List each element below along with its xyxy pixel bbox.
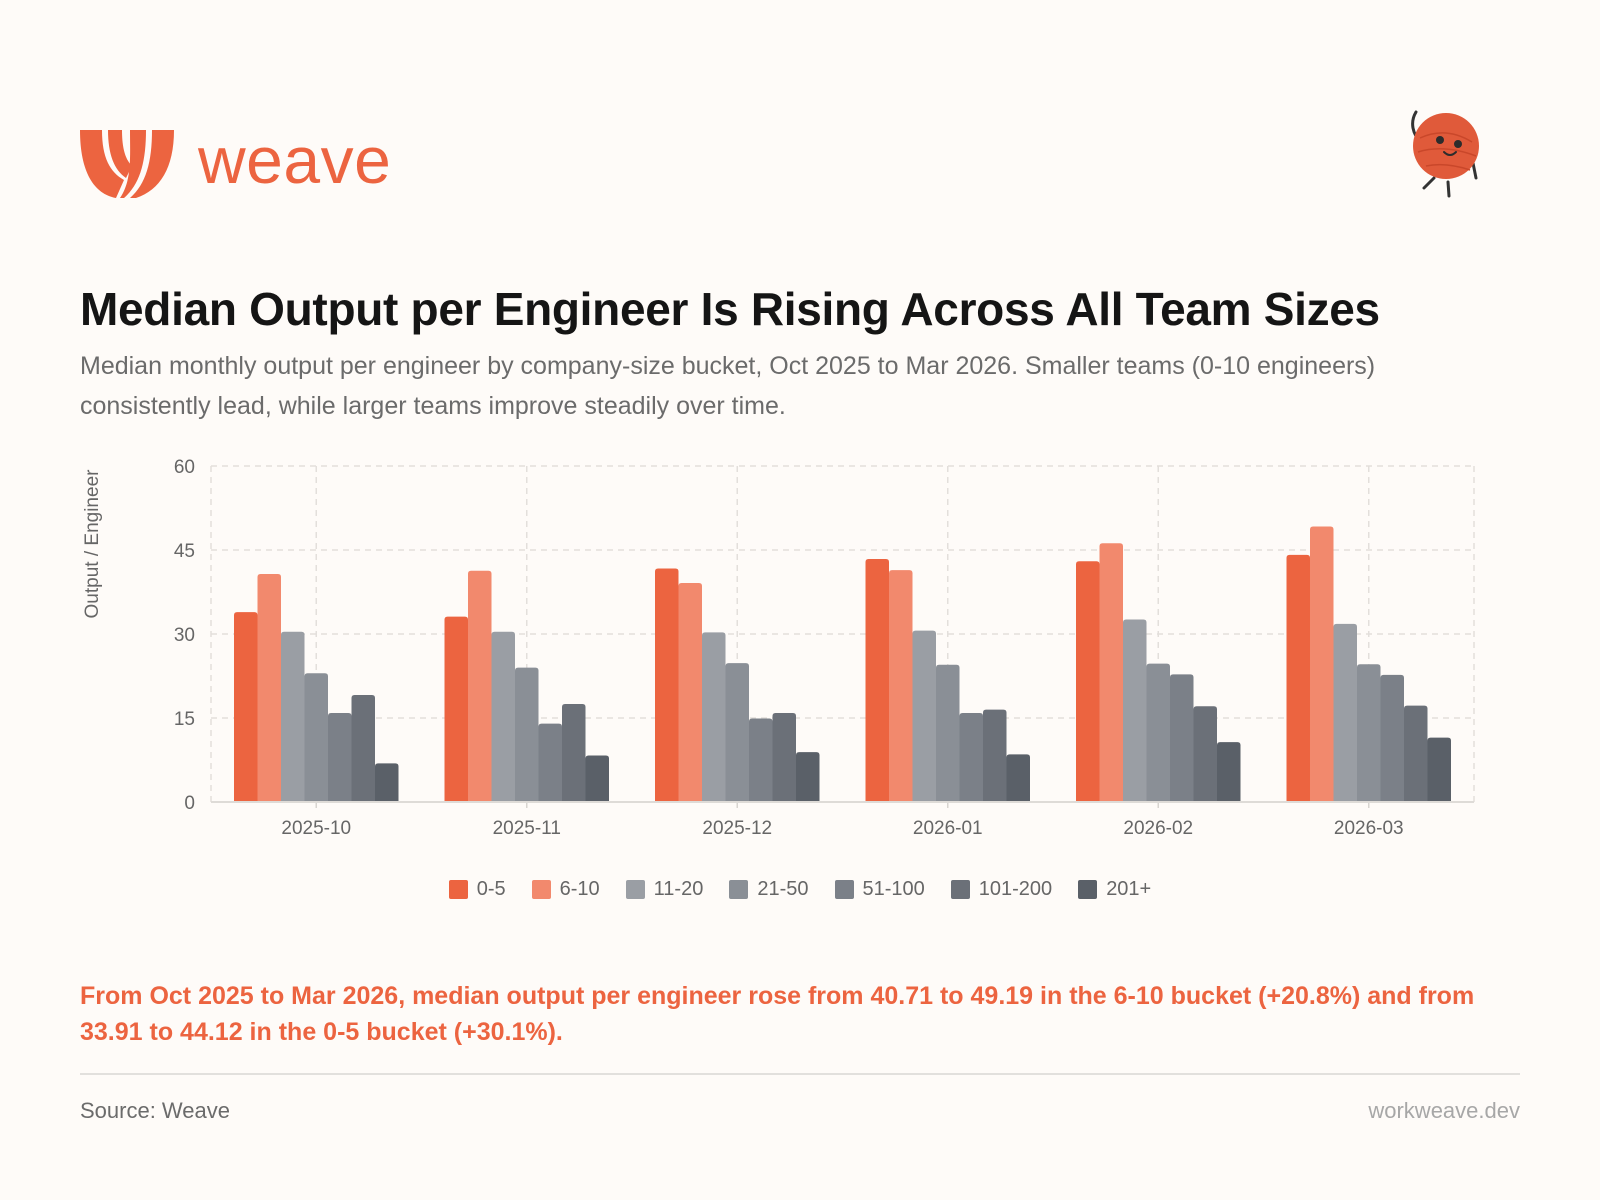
legend-item[interactable]: 6-10 xyxy=(531,878,600,901)
legend-item[interactable]: 101-200 xyxy=(950,878,1053,901)
x-tick-label: 2026-01 xyxy=(913,818,983,839)
bar-0-5-2026-01 xyxy=(865,558,889,802)
bar-51-100-2026-01 xyxy=(959,712,983,802)
bar-201+-2025-11 xyxy=(585,755,609,802)
weave-logo: weave xyxy=(80,123,392,200)
source-label: Source: Weave xyxy=(80,1098,231,1123)
bar-6-10-2026-01 xyxy=(889,570,913,802)
bar-101-200-2025-12 xyxy=(772,712,796,802)
bar-51-100-2025-12 xyxy=(749,718,773,802)
y-tick-label: 60 xyxy=(174,457,195,478)
chart-title: Median Output per Engineer Is Rising Acr… xyxy=(80,283,1380,335)
y-tick-label: 15 xyxy=(174,709,195,730)
legend-swatch xyxy=(729,880,749,899)
bar-0-5-2026-02 xyxy=(1076,561,1100,802)
y-axis-label: Output / Engineer xyxy=(82,469,103,619)
y-tick-label: 30 xyxy=(174,625,195,646)
bar-6-10-2025-12 xyxy=(678,583,702,802)
legend-item[interactable]: 11-20 xyxy=(625,878,704,901)
bar-101-200-2026-01 xyxy=(983,709,1007,802)
bar-11-20-2026-03 xyxy=(1333,623,1357,802)
bar-11-20-2026-01 xyxy=(912,630,936,802)
bar-11-20-2026-02 xyxy=(1123,619,1147,802)
bar-0-5-2025-10 xyxy=(234,612,258,802)
legend-label: 0-5 xyxy=(476,878,506,900)
bar-6-10-2025-11 xyxy=(468,570,492,802)
bar-6-10-2026-02 xyxy=(1099,543,1123,802)
bar-101-200-2025-10 xyxy=(351,695,375,802)
legend-swatch xyxy=(1078,880,1098,899)
legend-item[interactable]: 51-100 xyxy=(834,878,925,901)
bar-21-50-2025-12 xyxy=(725,663,749,802)
bar-201+-2026-01 xyxy=(1006,754,1030,802)
legend-swatch xyxy=(448,880,468,899)
legend-label: 6-10 xyxy=(559,878,600,900)
footer-divider xyxy=(80,1073,1520,1075)
bar-51-100-2026-03 xyxy=(1380,674,1404,802)
legend-item[interactable]: 21-50 xyxy=(729,878,809,901)
bar-51-100-2026-02 xyxy=(1170,674,1194,802)
legend-label: 201+ xyxy=(1106,878,1152,900)
bar-11-20-2025-11 xyxy=(491,631,515,802)
legend-swatch xyxy=(531,880,551,899)
bar-101-200-2025-11 xyxy=(562,704,586,802)
legend-item[interactable]: 0-5 xyxy=(448,878,506,901)
bar-21-50-2025-11 xyxy=(515,667,539,802)
bar-0-5-2025-11 xyxy=(444,616,468,802)
brand-name: weave xyxy=(198,123,392,197)
x-tick-label: 2025-10 xyxy=(281,818,351,839)
bar-201+-2026-02 xyxy=(1217,742,1241,802)
bar-51-100-2025-10 xyxy=(328,712,352,802)
bar-101-200-2026-03 xyxy=(1404,705,1428,802)
bar-chart: 0 15 30 45 60 2025-10 2025-11 2025-12 2026-01 202… xyxy=(82,457,1475,839)
bar-201+-2025-10 xyxy=(375,763,399,802)
y-tick-label: 45 xyxy=(174,541,195,562)
legend-swatch xyxy=(625,880,645,899)
chart-legend: 0-5 6-10 11-20 21-50 51-100 101-200 201+ xyxy=(0,878,1600,901)
yarn-ball-mascot-icon xyxy=(1411,110,1479,198)
bar-201+-2025-12 xyxy=(796,752,820,802)
legend-label: 101-200 xyxy=(978,878,1053,900)
bar-0-5-2026-03 xyxy=(1286,554,1310,802)
bar-201+-2026-03 xyxy=(1427,737,1451,802)
bar-0-5-2025-12 xyxy=(655,568,679,802)
legend-label: 11-20 xyxy=(653,878,704,900)
bar-21-50-2026-02 xyxy=(1146,663,1170,802)
bar-6-10-2026-03 xyxy=(1310,526,1334,802)
legend-label: 51-100 xyxy=(862,878,925,900)
legend-label: 21-50 xyxy=(757,878,809,900)
weave-logo-icon xyxy=(80,130,174,198)
x-tick-label: 2025-12 xyxy=(702,818,772,839)
x-tick-label: 2026-03 xyxy=(1334,818,1404,839)
x-tick-label: 2026-02 xyxy=(1123,818,1193,839)
bar-51-100-2025-11 xyxy=(538,723,562,802)
y-tick-label: 0 xyxy=(184,793,195,814)
key-insight-callout: From Oct 2025 to Mar 2026, median output… xyxy=(80,982,1475,1046)
website-link[interactable]: workweave.dev xyxy=(1368,1098,1520,1123)
bar-11-20-2025-10 xyxy=(281,631,305,802)
bar-6-10-2025-10 xyxy=(257,574,281,802)
bar-11-20-2025-12 xyxy=(702,632,726,802)
legend-swatch xyxy=(950,880,970,899)
bar-21-50-2025-10 xyxy=(304,673,328,802)
chart-subtitle: Median monthly output per engineer by co… xyxy=(80,352,1376,420)
x-tick-label: 2025-11 xyxy=(493,818,561,839)
bar-21-50-2026-01 xyxy=(936,664,960,802)
bar-101-200-2026-02 xyxy=(1193,706,1217,802)
legend-swatch xyxy=(834,880,854,899)
bar-21-50-2026-03 xyxy=(1357,664,1381,802)
legend-item[interactable]: 201+ xyxy=(1078,878,1151,901)
